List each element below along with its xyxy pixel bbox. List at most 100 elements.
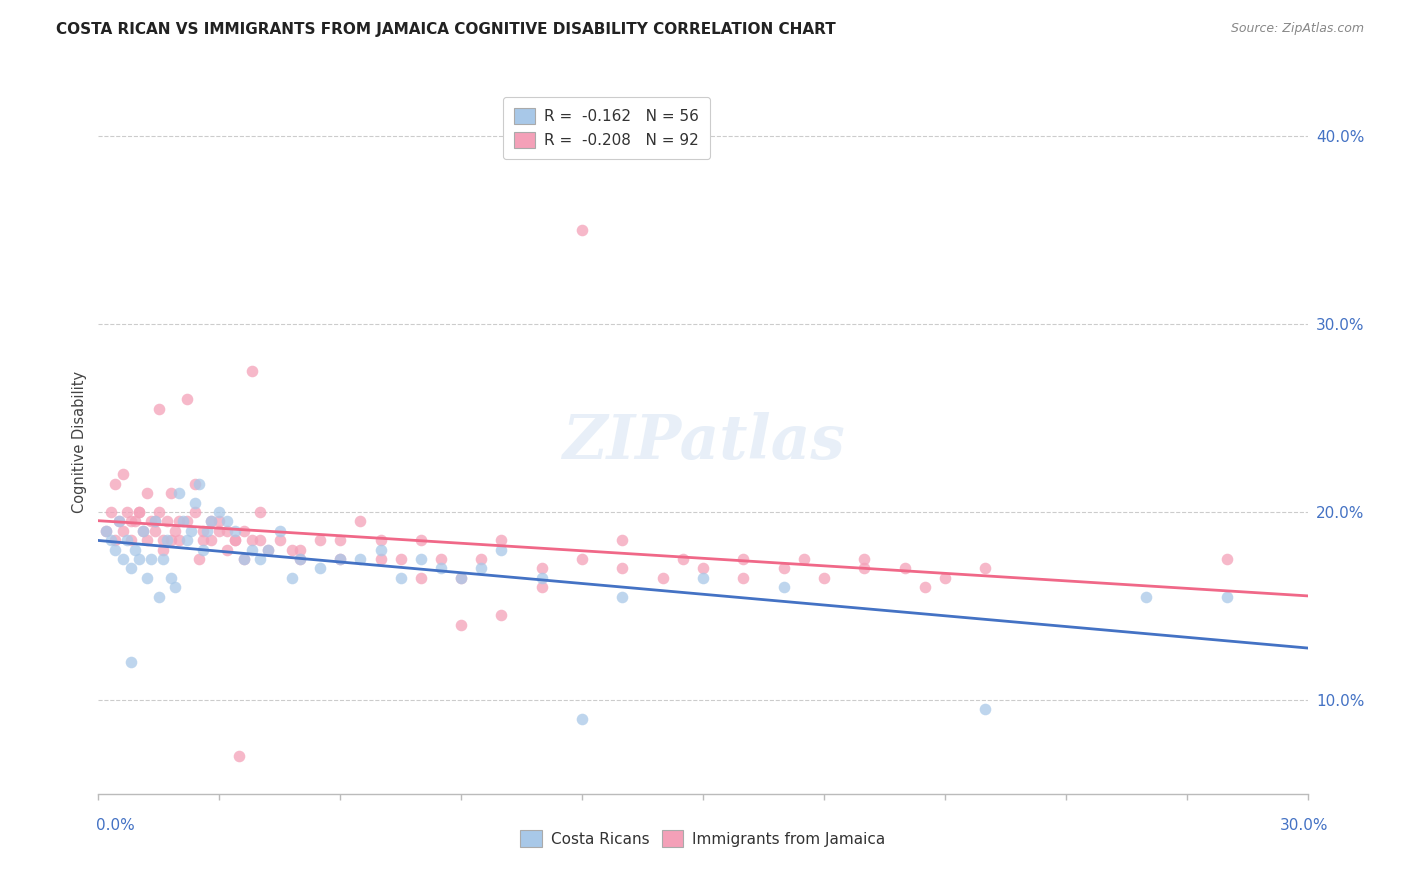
Point [176,392,198,407]
Point [163,524,186,538]
Point [692,561,714,575]
Point [491,542,513,557]
Point [200,515,222,529]
Point [571,223,593,237]
Point [1216,590,1239,604]
Point [103,542,125,557]
Point [450,571,472,585]
Point [281,542,304,557]
Point [139,552,162,566]
Point [288,542,311,557]
Point [370,542,392,557]
Point [934,571,956,585]
Point [160,486,183,500]
Point [135,486,157,500]
Point [370,533,392,548]
Point [288,552,311,566]
Point [107,515,129,529]
Point [208,524,231,538]
Point [96,524,118,538]
Point [329,552,352,566]
Point [100,505,122,519]
Point [470,561,492,575]
Point [974,702,997,716]
Point [188,476,211,491]
Point [148,590,170,604]
Point [188,552,211,566]
Point [733,552,755,566]
Text: COSTA RICAN VS IMMIGRANTS FROM JAMAICA COGNITIVE DISABILITY CORRELATION CHART: COSTA RICAN VS IMMIGRANTS FROM JAMAICA C… [56,22,837,37]
Point [100,533,122,548]
Point [269,533,291,548]
Point [217,524,239,538]
Point [200,533,222,548]
Point [107,515,129,529]
Point [152,533,174,548]
Point [612,533,634,548]
Point [167,515,190,529]
Point [309,561,332,575]
Point [111,467,134,482]
Point [672,552,695,566]
Point [184,476,207,491]
Point [249,533,271,548]
Point [167,486,190,500]
Point [269,524,291,538]
Point [370,552,392,566]
Point [193,533,215,548]
Point [793,552,815,566]
Point [148,505,170,519]
Point [249,552,271,566]
Point [163,580,186,594]
Point [132,524,155,538]
Point [329,533,352,548]
Point [128,505,150,519]
Point [772,561,794,575]
Point [156,533,179,548]
Point [176,515,198,529]
Point [571,552,593,566]
Point [389,552,412,566]
Text: ZIPatlas: ZIPatlas [561,411,845,472]
Point [893,561,915,575]
Point [176,533,198,548]
Point [132,524,155,538]
Point [160,571,183,585]
Point [208,505,231,519]
Point [217,542,239,557]
Point [974,561,997,575]
Text: 30.0%: 30.0% [1281,818,1329,832]
Point [612,590,634,604]
Point [1216,552,1239,566]
Point [813,571,835,585]
Point [450,571,472,585]
Point [389,571,412,585]
Point [160,533,183,548]
Point [249,505,271,519]
Point [491,608,513,623]
Point [256,542,278,557]
Point [430,561,453,575]
Text: 0.0%: 0.0% [96,818,135,832]
Point [409,552,432,566]
Point [180,524,202,538]
Point [853,561,876,575]
Point [167,533,190,548]
Point [1135,590,1157,604]
Point [115,533,138,548]
Point [409,571,432,585]
Point [124,515,146,529]
Point [530,561,553,575]
Point [651,571,673,585]
Point [184,505,207,519]
Point [530,571,553,585]
Y-axis label: Cognitive Disability: Cognitive Disability [72,370,87,513]
Point [914,580,936,594]
Point [135,571,157,585]
Point [128,505,150,519]
Point [409,533,432,548]
Point [232,552,254,566]
Point [309,533,332,548]
Point [232,524,254,538]
Point [152,542,174,557]
